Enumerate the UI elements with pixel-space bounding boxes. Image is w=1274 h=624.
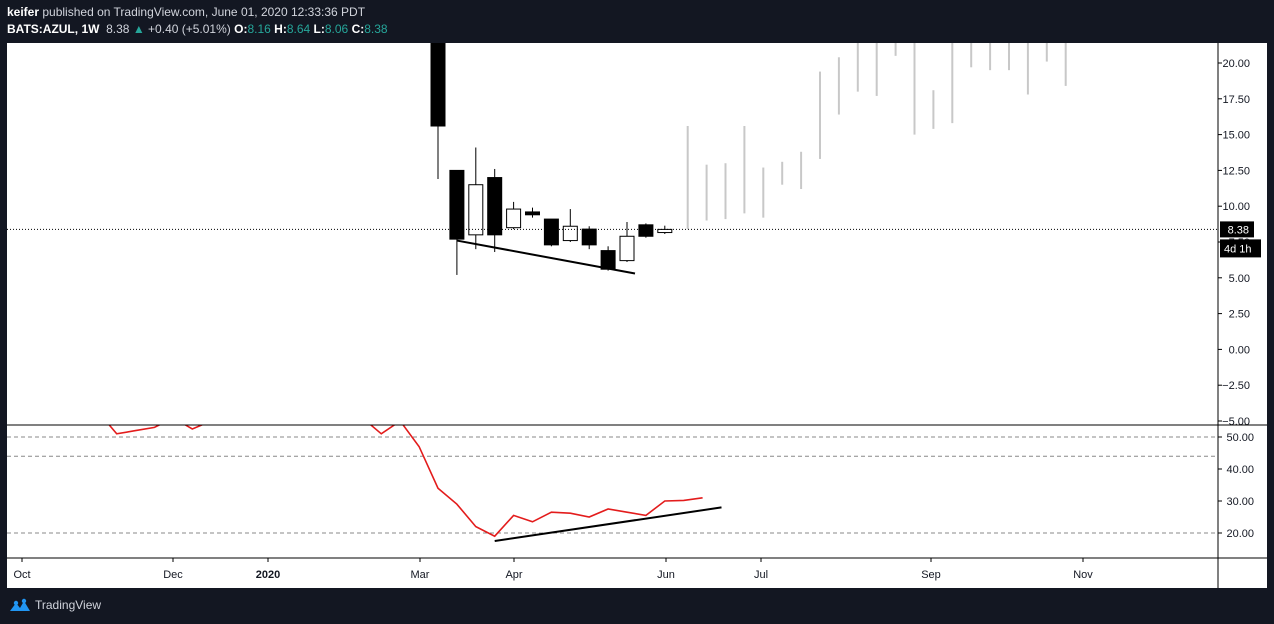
countdown-badge xyxy=(1220,239,1261,258)
open-label: O: xyxy=(234,22,248,36)
countdown-badge-label: 4d 1h xyxy=(1224,243,1252,255)
price-axis-label: 5.00 xyxy=(1229,273,1250,285)
author-name[interactable]: keifer xyxy=(7,5,40,19)
rsi-axis[interactable]: 50.00 40.00 30.00 20.00 xyxy=(1218,432,1254,540)
time-axis-label: Oct xyxy=(13,569,30,581)
high-value: 8.64 xyxy=(286,22,311,36)
rsi-line[interactable] xyxy=(41,411,703,538)
price-axis-label: 12.50 xyxy=(1222,165,1250,177)
candle-down[interactable] xyxy=(487,177,503,236)
price-axis-label: 15.00 xyxy=(1222,130,1250,142)
time-axis-label: Sep xyxy=(921,569,941,581)
candle-down[interactable] xyxy=(525,211,540,216)
time-axis-label: Apr xyxy=(505,569,522,581)
publish-info: keifer published on TradingView.com, Jun… xyxy=(7,5,365,19)
close-value: 8.38 xyxy=(364,22,388,36)
price-axis[interactable]: 20.0017.5015.0012.5010.007.505.002.500.0… xyxy=(1218,58,1261,428)
time-axis-label: Nov xyxy=(1073,569,1093,581)
low-label: L: xyxy=(313,22,325,36)
price-axis-label: 2.50 xyxy=(1229,309,1250,321)
price-change: +0.40 (+5.01%) xyxy=(148,22,231,36)
rsi-axis-label: 30.00 xyxy=(1226,496,1254,508)
time-axis[interactable]: Oct Dec 2020 Mar Apr Jun Jul Sep Nov xyxy=(13,558,1093,581)
price-axis-label: −2.50 xyxy=(1222,380,1250,392)
price-axis-label: 20.00 xyxy=(1222,58,1250,70)
published-text: published on TradingView.com, June 01, 2… xyxy=(39,5,366,19)
chart-footer xyxy=(0,588,1274,624)
candle-down[interactable] xyxy=(600,250,616,270)
last-price-badge xyxy=(1220,221,1254,238)
candle-down[interactable] xyxy=(581,228,597,246)
tradingview-logo-text: TradingView xyxy=(35,598,102,612)
up-arrow-icon: ▲ xyxy=(132,22,145,36)
price-axis-label: 0.00 xyxy=(1229,344,1250,356)
price-axis-label: 10.00 xyxy=(1222,201,1250,213)
high-label: H: xyxy=(274,22,287,36)
rsi-axis-label: 20.00 xyxy=(1226,528,1254,540)
time-axis-label: 2020 xyxy=(256,569,280,581)
candle-up[interactable] xyxy=(468,184,484,236)
chart-frame xyxy=(7,43,1267,588)
chart-area-background xyxy=(7,43,1267,588)
ohlc-legend: BATS:AZUL, 1W 8.38 ▲ +0.40 (+5.01%) O:8.… xyxy=(7,22,388,36)
candle-up[interactable] xyxy=(562,225,578,242)
candle-up[interactable] xyxy=(506,208,522,229)
tradingview-logo[interactable]: TradingView xyxy=(7,598,101,612)
rsi-trendline[interactable] xyxy=(494,506,722,542)
candle-down[interactable] xyxy=(543,218,559,246)
symbol-name[interactable]: BATS:AZUL xyxy=(7,22,75,36)
time-axis-label: Dec xyxy=(163,569,183,581)
close-label: C: xyxy=(351,22,365,36)
candle-down[interactable] xyxy=(449,169,465,240)
last-price-badge-label: 8.38 xyxy=(1228,224,1249,236)
price-pane[interactable] xyxy=(7,42,1218,275)
price-axis-label: 17.50 xyxy=(1222,94,1250,106)
low-value: 8.06 xyxy=(324,22,349,36)
price-trendline[interactable] xyxy=(456,239,636,275)
tradingview-cloud-icon xyxy=(10,598,30,611)
rsi-axis-label: 40.00 xyxy=(1226,464,1254,476)
rsi-pane[interactable] xyxy=(7,411,1218,542)
time-axis-label: Jun xyxy=(657,569,675,581)
candle-up[interactable] xyxy=(619,235,635,262)
last-price: 8.38 xyxy=(106,22,130,36)
time-axis-label: Mar xyxy=(411,569,430,581)
timeframe-label[interactable]: 1W xyxy=(81,22,100,36)
rsi-axis-label: 50.00 xyxy=(1226,432,1254,444)
candle-down[interactable] xyxy=(430,42,446,127)
open-value: 8.16 xyxy=(247,22,271,36)
chart-header: keifer published on TradingView.com, Jun… xyxy=(0,0,1274,42)
candle-down[interactable] xyxy=(638,224,654,237)
time-axis-label: Jul xyxy=(754,569,768,581)
price-axis-label: −5.00 xyxy=(1222,416,1250,428)
